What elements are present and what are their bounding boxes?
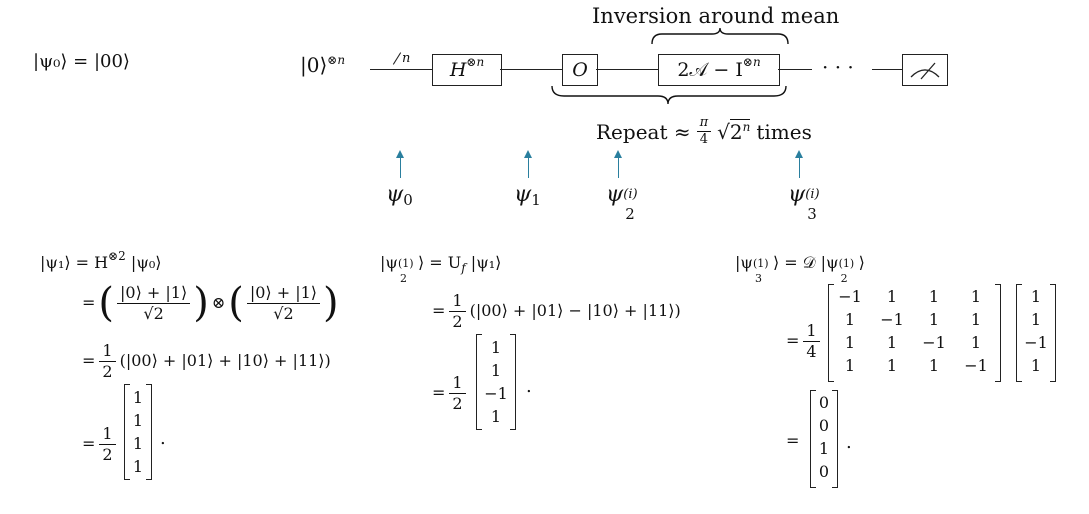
col3-vector-bracket [1016,284,1022,382]
circuit-input: |0⟩⊗n [300,53,346,77]
col3-vector: 1 1 −1 1 [1024,287,1048,375]
col1-lhs: |ψ₁⟩ = H⊗2 |ψ₀⟩ [40,249,162,272]
initial-state: |ψ₀⟩ = |00⟩ [33,51,130,72]
oracle-gate: O [562,54,598,86]
repeat-brace [551,85,787,105]
col1-vector-bracket [124,384,130,480]
col3-lhs: |ψ (1) 3 ⟩ = 𝒟 |ψ (1) 2 ⟩ [735,253,865,285]
arrow-psi1-stem [528,156,529,178]
col3-result-bracket [810,390,816,488]
col1-product: = ( |0⟩ + |1⟩ √2 ) ⊗ ( |0⟩ + |1⟩ √2 ) [82,280,339,326]
col3-vector-bracket [1050,284,1056,382]
arrow-psi1 [524,150,532,158]
col2-period: . [526,376,532,397]
col2-vector: 1 1 −1 1 [484,338,508,426]
inversion-brace [651,28,789,45]
meter-icon [910,62,940,80]
wire-segment [778,69,812,70]
col1-vector-bracket [146,384,152,480]
col3-result-bracket [832,390,838,488]
col3-matrix: −1 1 1 1 1 −1 1 1 1 1 −1 1 1 1 1 −1 [838,287,988,375]
arrow-psi2-stem [618,156,619,178]
bus-label: n [402,51,411,66]
marker-psi0: ψ0 [386,182,413,209]
col2-lhs: |ψ (1) 2 ⟩ = Uf |ψ₁⟩ [380,253,502,285]
marker-psi2: ψ (i) 2 [606,182,638,223]
hadamard-gate: H ⊗n [432,54,502,86]
wire-segment [500,69,562,70]
continuation-dots: · · · [822,55,854,79]
arrow-psi3-stem [799,156,800,178]
inversion-label: Inversion around mean [592,4,840,28]
wire-segment [370,69,432,70]
col3-result-eq: = [786,431,800,450]
arrow-psi2 [614,150,622,158]
diffusion-gate: 2𝒜 − I ⊗n [658,54,780,86]
arrow-psi0-stem [400,156,401,178]
col3-matrix-bracket [828,284,834,382]
wire-segment [872,69,902,70]
arrow-psi0 [396,150,404,158]
marker-psi1: ψ1 [514,182,541,209]
col3-matrix-bracket [995,284,1001,382]
arrow-psi3 [795,150,803,158]
wire-segment [596,69,658,70]
col2-vector-bracket [510,334,516,430]
col1-period: . [160,428,166,449]
bus-slash [392,52,402,65]
marker-psi3: ψ (i) 3 [788,182,820,223]
col3-period: . [846,432,852,453]
col2-vector-bracket [476,334,482,430]
measurement-gate [902,54,948,86]
